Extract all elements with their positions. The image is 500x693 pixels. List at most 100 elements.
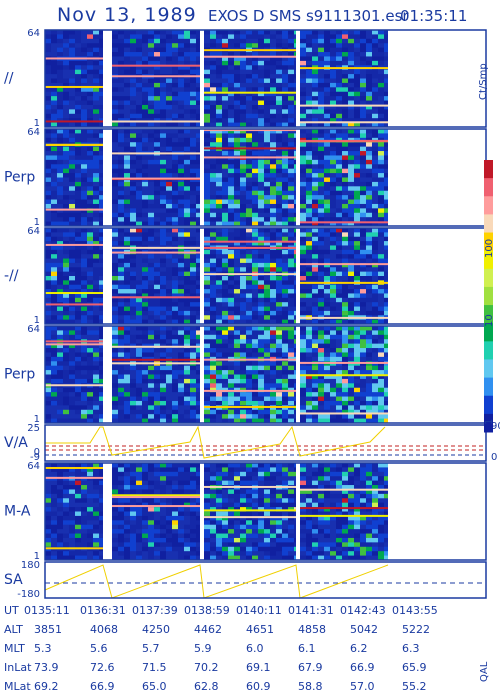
heatmap-cell <box>222 383 228 389</box>
heatmap-cell <box>318 109 324 115</box>
heatmap-cell <box>294 65 296 71</box>
heatmap-cell <box>130 129 136 134</box>
heatmap-cell <box>190 236 196 242</box>
heatmap-cell <box>306 217 312 223</box>
heatmap-cell <box>154 409 160 415</box>
heatmap-cell <box>166 236 172 242</box>
heatmap-cell <box>130 284 136 290</box>
heatmap-cell <box>246 181 252 187</box>
heatmap-cell <box>288 69 294 75</box>
heatmap-cell <box>210 361 216 367</box>
heatmap-cell <box>148 91 154 97</box>
heatmap-cell <box>384 208 388 214</box>
heatmap-cell <box>282 400 288 406</box>
heatmap-cell <box>342 195 348 201</box>
heatmap-cell <box>246 195 252 201</box>
heatmap-cell <box>166 280 172 286</box>
heatmap-cell <box>63 186 69 192</box>
heatmap-cell <box>51 65 57 71</box>
heatmap-cell <box>57 203 63 209</box>
heatmap-cell <box>210 96 216 102</box>
heatmap-cell <box>166 38 172 44</box>
heatmap-cell <box>204 400 210 406</box>
heatmap-cell <box>148 212 154 218</box>
heatmap-cell <box>210 69 216 75</box>
heatmap-cell <box>75 181 81 187</box>
heatmap-cell <box>258 254 264 260</box>
heatmap-cell <box>87 38 93 44</box>
heatmap-cell <box>288 168 294 174</box>
heatmap-cell <box>184 203 190 209</box>
heatmap-cell <box>124 87 130 93</box>
heatmap-cell <box>276 221 282 227</box>
heatmap-cell <box>378 310 384 316</box>
heatmap-cell <box>378 190 384 196</box>
heatmap-cell <box>210 284 216 290</box>
heatmap-cell <box>384 236 388 242</box>
heatmap-cell <box>57 181 63 187</box>
heatmap-cell <box>130 34 136 40</box>
heatmap-cell <box>216 190 222 196</box>
heatmap-cell <box>288 326 294 331</box>
heatmap-cell <box>264 374 270 380</box>
heatmap-cell <box>354 133 360 139</box>
heatmap-cell <box>378 30 384 35</box>
heatmap-cell <box>252 91 258 97</box>
heatmap-cell <box>330 271 336 277</box>
heatmap-cell <box>210 199 216 205</box>
heatmap-cell <box>288 289 294 294</box>
heatmap-cell <box>124 352 130 358</box>
heatmap-cell <box>354 155 360 161</box>
heatmap-cell <box>166 56 172 62</box>
heatmap-cell <box>99 306 103 312</box>
heatmap-cell <box>210 203 216 209</box>
heatmap-cell <box>81 155 87 161</box>
heatmap-cell <box>252 400 258 406</box>
heatmap-cell <box>45 374 51 380</box>
heatmap-cell <box>184 78 190 84</box>
heatmap-cell <box>228 414 234 420</box>
heatmap-cell <box>63 409 69 415</box>
heatmap-cell <box>124 228 130 233</box>
heatmap-cell <box>300 203 306 209</box>
heatmap-cell <box>240 370 246 375</box>
heatmap-cell <box>81 396 87 402</box>
heatmap-cell <box>318 254 324 260</box>
heatmap-cell <box>366 34 372 40</box>
heatmap-cell <box>348 339 354 345</box>
heatmap-cell <box>124 284 130 290</box>
heatmap-cell <box>312 258 318 264</box>
heatmap-cell <box>51 418 57 424</box>
heatmap-cell <box>342 276 348 281</box>
heatmap-cell <box>184 212 190 218</box>
heatmap-cell <box>372 52 378 57</box>
heatmap-cell <box>75 208 81 214</box>
data-block <box>204 30 296 128</box>
heatmap-cell <box>342 96 348 102</box>
heatmap-cell <box>57 289 63 294</box>
heatmap-cell <box>222 330 228 336</box>
heatmap-cell <box>318 78 324 84</box>
heatmap-cell <box>75 74 81 79</box>
heatmap-cell <box>354 310 360 316</box>
heatmap-cell <box>45 38 51 44</box>
heatmap-cell <box>312 118 318 124</box>
y-tick-bottom: 1 <box>34 217 40 228</box>
heatmap-cell <box>93 221 99 227</box>
heatmap-cell <box>264 212 270 218</box>
heatmap-cell <box>57 315 63 321</box>
heatmap-cell <box>45 173 51 178</box>
heatmap-cell <box>288 319 294 325</box>
heatmap-cell <box>190 383 196 389</box>
heatmap-cell <box>87 310 93 316</box>
heatmap-cell <box>312 365 318 371</box>
heatmap-cell <box>112 400 118 406</box>
heatmap-cell <box>148 271 154 277</box>
heatmap-cell <box>306 146 312 152</box>
heatmap-cell <box>196 208 200 214</box>
heatmap-cell <box>216 254 222 260</box>
heatmap-cell <box>45 82 51 88</box>
heatmap-cell <box>51 374 57 380</box>
heatmap-cell <box>354 118 360 124</box>
heatmap-cell <box>312 87 318 93</box>
